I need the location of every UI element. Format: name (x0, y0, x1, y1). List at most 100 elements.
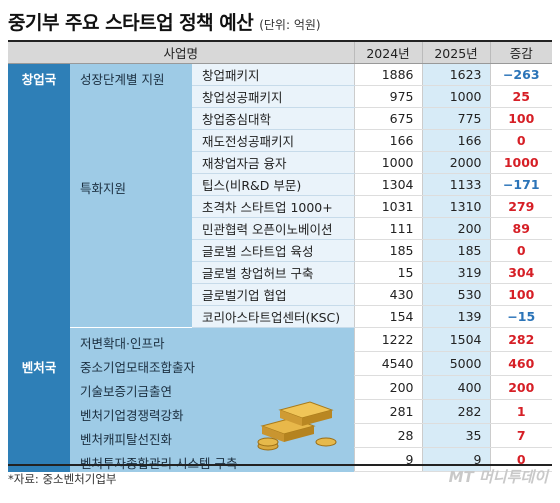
value-change: 25 (489, 85, 552, 108)
item-name: 초격차 스타트업 1000+ (192, 195, 354, 218)
value-2025: 530 (421, 283, 490, 306)
table-row: 특화지원 팁스(비R&D 부문) 1304 1133 −171 (8, 173, 552, 327)
value-2025: 2000 (421, 151, 490, 174)
item-name: 창업중심대학 (192, 107, 354, 130)
item-name: 기술보증기금출연 (70, 375, 354, 400)
value-2024: 281 (353, 399, 422, 424)
table-row: 저변확대·인프라 1222 1504 282 (8, 327, 552, 352)
item-name: 팁스(비R&D 부문) (192, 173, 354, 196)
table-row: 글로벌 창업허브 구축 15 319 304 (8, 261, 552, 284)
value-2025: 1133 (421, 173, 490, 196)
title-row: 중기부 주요 스타트업 정책 예산 (단위: 억원) (8, 8, 321, 36)
category-startup: 창업국 (8, 63, 70, 352)
value-2024: 1000 (353, 151, 422, 174)
value-2024: 975 (353, 85, 422, 108)
value-2025: 5000 (421, 351, 490, 376)
value-change: 100 (489, 107, 552, 130)
item-infra: 저변확대·인프라 (70, 327, 354, 352)
header-2025: 2025년 (421, 40, 490, 64)
value-2025: 35 (421, 423, 490, 448)
value-2025: 200 (421, 217, 490, 240)
value-change: 1 (489, 399, 552, 424)
source-note: *자료: 중소벤처기업부 (8, 472, 117, 486)
category-venture: 벤처국 (8, 351, 70, 472)
value-change: −263 (489, 63, 552, 86)
item-name: 창업패키지 (192, 63, 354, 86)
gold-bars-illustration (257, 401, 337, 451)
item-name: 창업성공패키지 (192, 85, 354, 108)
table-row: 벤처기업경쟁력강화 281 282 1 (8, 399, 552, 424)
header-2024: 2024년 (353, 40, 422, 64)
value-2024: 185 (353, 239, 422, 262)
table-row: 재창업자금 융자 1000 2000 1000 (8, 151, 552, 174)
value-change: 304 (489, 261, 552, 284)
coin-stack-icon (257, 437, 337, 451)
table-row: 벤처투자종합관리 시스템 구축 9 9 0 (8, 447, 552, 472)
value-2024: 166 (353, 129, 422, 152)
item-name: 재창업자금 융자 (192, 151, 354, 174)
value-change: 7 (489, 423, 552, 448)
table-row: 기술보증기금출연 200 400 200 (8, 375, 552, 400)
value-2025: 319 (421, 261, 490, 284)
value-change: 460 (489, 351, 552, 376)
value-2025: 400 (421, 375, 490, 400)
value-change: 0 (489, 447, 552, 472)
item-name: 글로벌기업 협업 (192, 283, 354, 306)
value-change: 200 (489, 375, 552, 400)
table-row: 창업중심대학 675 775 100 (8, 107, 552, 130)
value-2025: 9 (421, 447, 490, 472)
table-row: 창업성공패키지 975 1000 25 (8, 85, 552, 108)
value-change: −171 (489, 173, 552, 196)
value-change: 282 (489, 327, 552, 352)
value-2024: 1304 (353, 173, 422, 196)
table-row: 코리아스타트업센터(KSC) 154 139 −15 (8, 305, 552, 328)
item-name: 글로벌 스타트업 육성 (192, 239, 354, 262)
value-change: 0 (489, 129, 552, 152)
value-2025: 139 (421, 305, 490, 328)
value-2025: 1623 (421, 63, 490, 86)
brand-logo: MT 머니투데이 (448, 468, 548, 486)
value-2024: 430 (353, 283, 422, 306)
table-row: 재도전성공패키지 166 166 0 (8, 129, 552, 152)
value-2025: 1000 (421, 85, 490, 108)
value-change: 1000 (489, 151, 552, 174)
value-2024: 1222 (353, 327, 422, 352)
subgroup-special: 특화지원 (70, 173, 192, 327)
header-change: 증감 (489, 40, 552, 64)
header-program: 사업명 (8, 40, 354, 64)
table-row: 벤처국 중소기업모태조합출자 4540 5000 460 (8, 351, 552, 472)
item-name: 코리아스타트업센터(KSC) (192, 305, 354, 328)
table-bottom-rule (8, 464, 552, 466)
table-row: 글로벌 스타트업 육성 185 185 0 (8, 239, 552, 262)
value-2024: 9 (353, 447, 422, 472)
subgroup-growth: 성장단계별 지원 (70, 63, 192, 173)
item-name: 글로벌 창업허브 구축 (192, 261, 354, 284)
value-change: 279 (489, 195, 552, 218)
value-change: 89 (489, 217, 552, 240)
page-title: 중기부 주요 스타트업 정책 예산 (8, 12, 254, 34)
value-2024: 1886 (353, 63, 422, 86)
value-2025: 166 (421, 129, 490, 152)
budget-table: 사업명 2024년 2025년 증감 창업국 성장단계별 지원 창업패키지 18… (8, 40, 552, 472)
value-2024: 28 (353, 423, 422, 448)
value-2024: 4540 (353, 351, 422, 376)
value-change: −15 (489, 305, 552, 328)
table-row: 글로벌기업 협업 430 530 100 (8, 283, 552, 306)
item-name: 재도전성공패키지 (192, 129, 354, 152)
value-2025: 1310 (421, 195, 490, 218)
value-2024: 15 (353, 261, 422, 284)
item-name: 민관협력 오픈이노베이션 (192, 217, 354, 240)
table-header-row: 사업명 2024년 2025년 증감 (8, 40, 552, 64)
value-2024: 1031 (353, 195, 422, 218)
table-row: 민관협력 오픈이노베이션 111 200 89 (8, 217, 552, 240)
value-2025: 775 (421, 107, 490, 130)
value-2025: 282 (421, 399, 490, 424)
item-name: 벤처투자종합관리 시스템 구축 (70, 447, 354, 472)
value-2024: 154 (353, 305, 422, 328)
table-row: 창업국 성장단계별 지원 창업패키지 1886 1623 −263 (8, 63, 552, 352)
table-row: 초격차 스타트업 1000+ 1031 1310 279 (8, 195, 552, 218)
value-2024: 675 (353, 107, 422, 130)
item-name: 중소기업모태조합출자 (70, 351, 354, 376)
value-change: 0 (489, 239, 552, 262)
gold-bar-icon (278, 401, 334, 426)
